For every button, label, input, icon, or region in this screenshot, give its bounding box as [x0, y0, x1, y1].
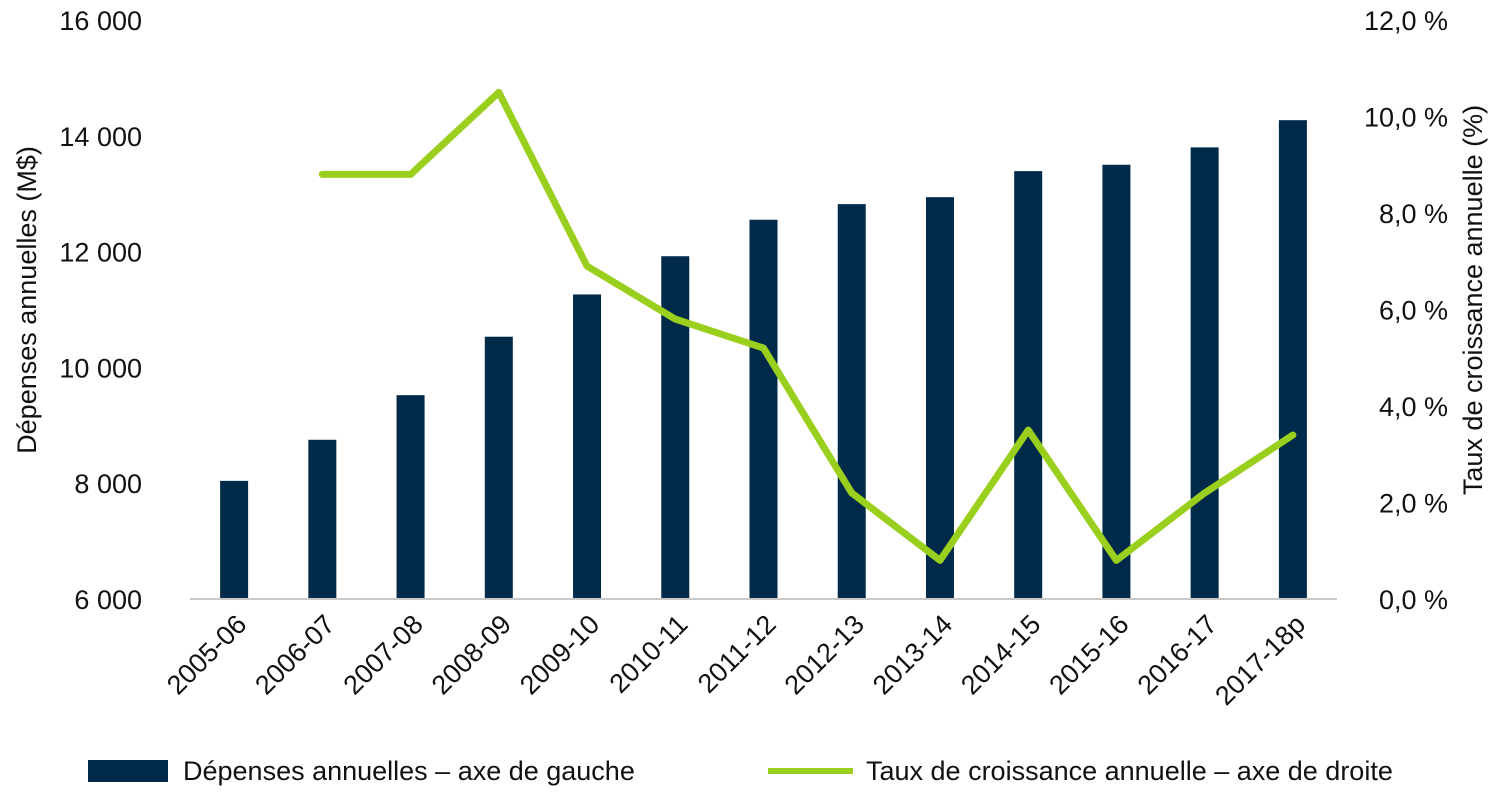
- bar: [661, 256, 690, 599]
- legend-label-line: Taux de croissance annuelle – axe de dro…: [866, 756, 1393, 786]
- left-axis-tick-label: 14 000: [59, 122, 142, 152]
- x-axis-tick-label: 2010-11: [604, 609, 694, 699]
- bar: [1014, 171, 1043, 599]
- left-axis-tick-label: 16 000: [59, 6, 142, 36]
- bar: [837, 204, 866, 599]
- x-axis-tick-label: 2016-17: [1132, 609, 1223, 700]
- x-axis-tick-label: 2009-10: [514, 609, 605, 700]
- x-axis-tick-label: 2017-18p: [1209, 609, 1311, 711]
- growth-rate-line: [318, 88, 1297, 564]
- bar: [749, 219, 778, 599]
- x-axis-tick-label: 2008-09: [426, 609, 517, 700]
- x-axis-tick-label: 2015-16: [1043, 609, 1134, 700]
- line-series: [318, 88, 1297, 564]
- bar: [1102, 164, 1131, 599]
- right-axis-tick-label: 12,0 %: [1364, 6, 1448, 36]
- x-axis-tick-label: 2014-15: [955, 609, 1046, 700]
- bar: [308, 439, 337, 599]
- bar: [573, 294, 602, 599]
- right-axis-tick-label: 2,0 %: [1379, 489, 1448, 519]
- x-axis-tick-labels: 2005-062006-072007-082008-092009-102010-…: [161, 609, 1311, 711]
- right-axis-tick-label: 0,0 %: [1379, 585, 1448, 615]
- bar: [1190, 147, 1219, 599]
- x-axis-tick-label: 2007-08: [338, 609, 429, 700]
- x-axis-tick-label: 2012-13: [779, 609, 870, 700]
- x-axis-tick-label: 2013-14: [867, 609, 958, 700]
- legend-swatch-bar: [88, 760, 168, 782]
- right-axis-tick-label: 4,0 %: [1379, 392, 1448, 422]
- legend: Dépenses annuelles – axe de gauche Taux …: [88, 756, 1393, 786]
- x-axis-tick-label: 2005-06: [161, 609, 252, 700]
- right-axis-tick-label: 10,0 %: [1364, 103, 1448, 133]
- left-axis-tick-label: 10 000: [59, 353, 142, 383]
- bar-series: [220, 120, 1307, 600]
- left-axis-tick-labels: 6 000 8 000 10 000 12 000 14 000 16 000: [59, 6, 142, 615]
- right-axis-tick-label: 8,0 %: [1379, 199, 1448, 229]
- x-axis-tick-label: 2006-07: [249, 609, 340, 700]
- bar: [925, 197, 954, 599]
- left-axis-tick-label: 6 000: [74, 585, 142, 615]
- bar: [1278, 120, 1307, 600]
- left-axis-tick-label: 12 000: [59, 238, 142, 268]
- left-axis-tick-label: 8 000: [74, 469, 142, 499]
- bar: [220, 480, 249, 599]
- bar: [484, 336, 513, 599]
- right-axis-title: Taux de croissance annuelle (%): [1458, 105, 1488, 495]
- x-axis-tick-label: 2011-12: [692, 609, 782, 699]
- bar: [396, 395, 425, 599]
- right-axis-tick-label: 6,0 %: [1379, 296, 1448, 326]
- left-axis-title: Dépenses annuelles (M$): [12, 146, 42, 454]
- right-axis-tick-labels: 0,0 % 2,0 % 4,0 % 6,0 % 8,0 % 10,0 % 12,0 %: [1364, 6, 1448, 615]
- legend-label-bar: Dépenses annuelles – axe de gauche: [183, 756, 635, 786]
